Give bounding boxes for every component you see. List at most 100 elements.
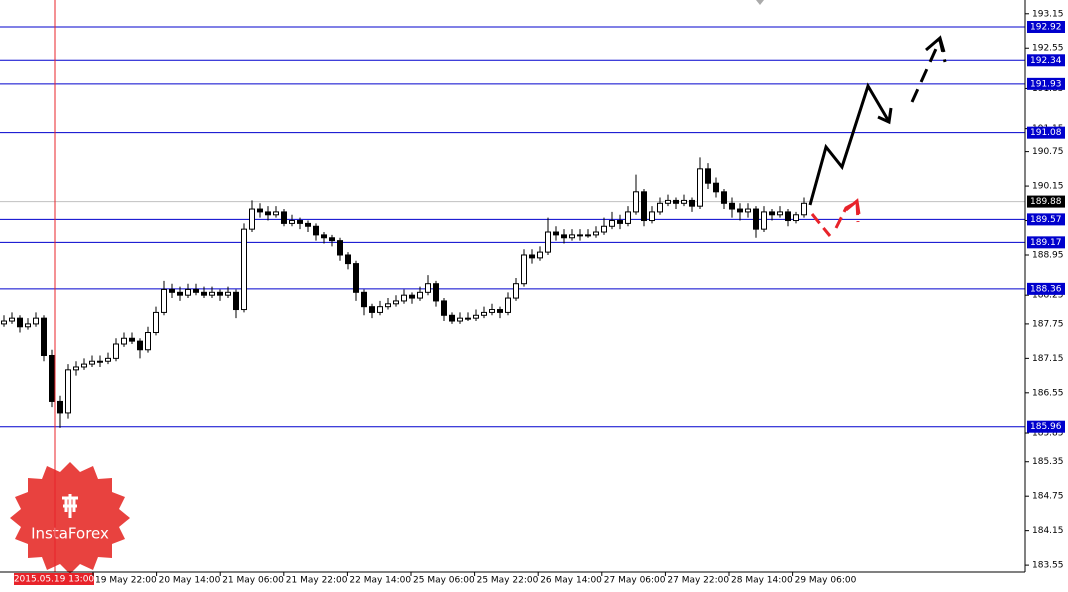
level-label: 185.96 xyxy=(1030,422,1062,432)
level-label-box xyxy=(1027,236,1065,249)
x-tick-label: 21 May 22:00 xyxy=(286,576,348,586)
candle-body xyxy=(185,288,191,296)
candle-body xyxy=(577,234,583,237)
x-tick-label: 21 May 06:00 xyxy=(222,576,284,586)
candle-body xyxy=(233,291,239,311)
candle-body xyxy=(513,283,519,299)
candle-body xyxy=(633,191,639,213)
candle-body xyxy=(465,317,471,320)
y-tick-label: 186.55 xyxy=(1032,388,1064,398)
candle-body xyxy=(25,323,31,328)
candle-body xyxy=(265,211,271,216)
candle-body xyxy=(313,225,319,236)
candle-body xyxy=(145,332,151,351)
last-price-label: 189.88 xyxy=(1030,197,1062,207)
y-tick-label: 190.15 xyxy=(1032,182,1064,192)
candle-body xyxy=(561,234,567,239)
y-tick-label: 193.15 xyxy=(1032,9,1064,19)
candle-body xyxy=(193,288,199,293)
candle-body xyxy=(497,309,503,313)
candle-body xyxy=(17,317,23,328)
x-tick-label: 29 May 06:00 xyxy=(795,576,857,586)
candle-body xyxy=(273,211,279,216)
level-label-box xyxy=(1027,20,1065,33)
candle-body xyxy=(177,291,183,296)
candle-body xyxy=(553,231,559,236)
candle-body xyxy=(737,208,743,213)
candle-body xyxy=(529,254,535,259)
candle-body xyxy=(521,254,527,285)
forecast-path xyxy=(808,82,890,206)
crosshair-label-box xyxy=(14,573,94,585)
candle-body xyxy=(321,234,327,239)
y-tick-label: 184.75 xyxy=(1032,492,1064,502)
last-price-box xyxy=(1027,195,1065,208)
candle-body xyxy=(537,251,543,259)
candle-body xyxy=(641,191,647,222)
shift-marker xyxy=(756,0,764,5)
candle-body xyxy=(801,202,807,216)
forecast-arrowhead-red xyxy=(845,198,861,215)
candle-body xyxy=(81,363,87,368)
candle-body xyxy=(441,300,447,316)
candle-body xyxy=(337,240,343,256)
candle-body xyxy=(777,211,783,216)
x-tick-label: 27 May 06:00 xyxy=(604,576,666,586)
level-label: 192.34 xyxy=(1030,56,1062,66)
candle-body xyxy=(329,237,335,242)
candle-body xyxy=(449,314,455,322)
candle-body xyxy=(161,288,167,313)
candle-body xyxy=(73,366,79,371)
y-tick-label: 188.25 xyxy=(1032,291,1064,301)
candle-body xyxy=(681,199,687,204)
level-label-box xyxy=(1027,420,1065,433)
candle-body xyxy=(729,202,735,210)
candle-body xyxy=(705,168,711,184)
x-tick-label: 26 May 14:00 xyxy=(540,576,602,586)
candle-body xyxy=(129,337,135,342)
candle-body xyxy=(345,254,351,265)
candle-body xyxy=(97,360,103,363)
watermark-logo: InstaForex xyxy=(10,462,130,574)
candle-body xyxy=(417,291,423,299)
candle-body xyxy=(625,211,631,224)
candle-body xyxy=(281,211,287,224)
y-tick-label: 192.55 xyxy=(1032,44,1064,54)
y-tick-label: 187.15 xyxy=(1032,354,1064,364)
candle-body xyxy=(433,283,439,302)
candle-body xyxy=(377,306,383,313)
candle-body xyxy=(41,317,47,356)
candle-body xyxy=(769,211,775,216)
candle-body xyxy=(793,214,799,222)
candle-body xyxy=(9,317,15,322)
level-label: 188.36 xyxy=(1030,284,1062,294)
x-tick-label: 25 May 06:00 xyxy=(413,576,475,586)
candle-body xyxy=(249,208,255,230)
candle-body xyxy=(689,199,695,207)
candle-body xyxy=(1,320,7,325)
y-tick-label: 188.95 xyxy=(1032,250,1064,260)
candle-body xyxy=(601,225,607,233)
forecast-drawings xyxy=(808,35,947,237)
y-tick-label: 190.75 xyxy=(1032,147,1064,157)
candle-body xyxy=(753,208,759,230)
candle-body xyxy=(65,369,71,414)
logo-icon xyxy=(62,494,78,518)
candle-body xyxy=(785,211,791,222)
x-tick-label: 28 May 14:00 xyxy=(731,576,793,586)
candle-body xyxy=(33,317,39,325)
forecast-arrowhead xyxy=(877,107,893,125)
level-label-box xyxy=(1027,54,1065,67)
level-label: 189.57 xyxy=(1030,215,1062,225)
level-label-box xyxy=(1027,213,1065,226)
y-tick-label: 185.35 xyxy=(1032,457,1064,467)
candle-body xyxy=(505,297,511,313)
x-tick-label: 22 May 14:00 xyxy=(349,576,411,586)
candle-body xyxy=(673,199,679,204)
candle-body xyxy=(473,314,479,319)
candle-body xyxy=(385,303,391,308)
x-tick-label: 19 May 22:00 xyxy=(95,576,157,586)
candle-body xyxy=(49,354,55,402)
candle-body xyxy=(289,220,295,224)
candle-body xyxy=(665,199,671,204)
